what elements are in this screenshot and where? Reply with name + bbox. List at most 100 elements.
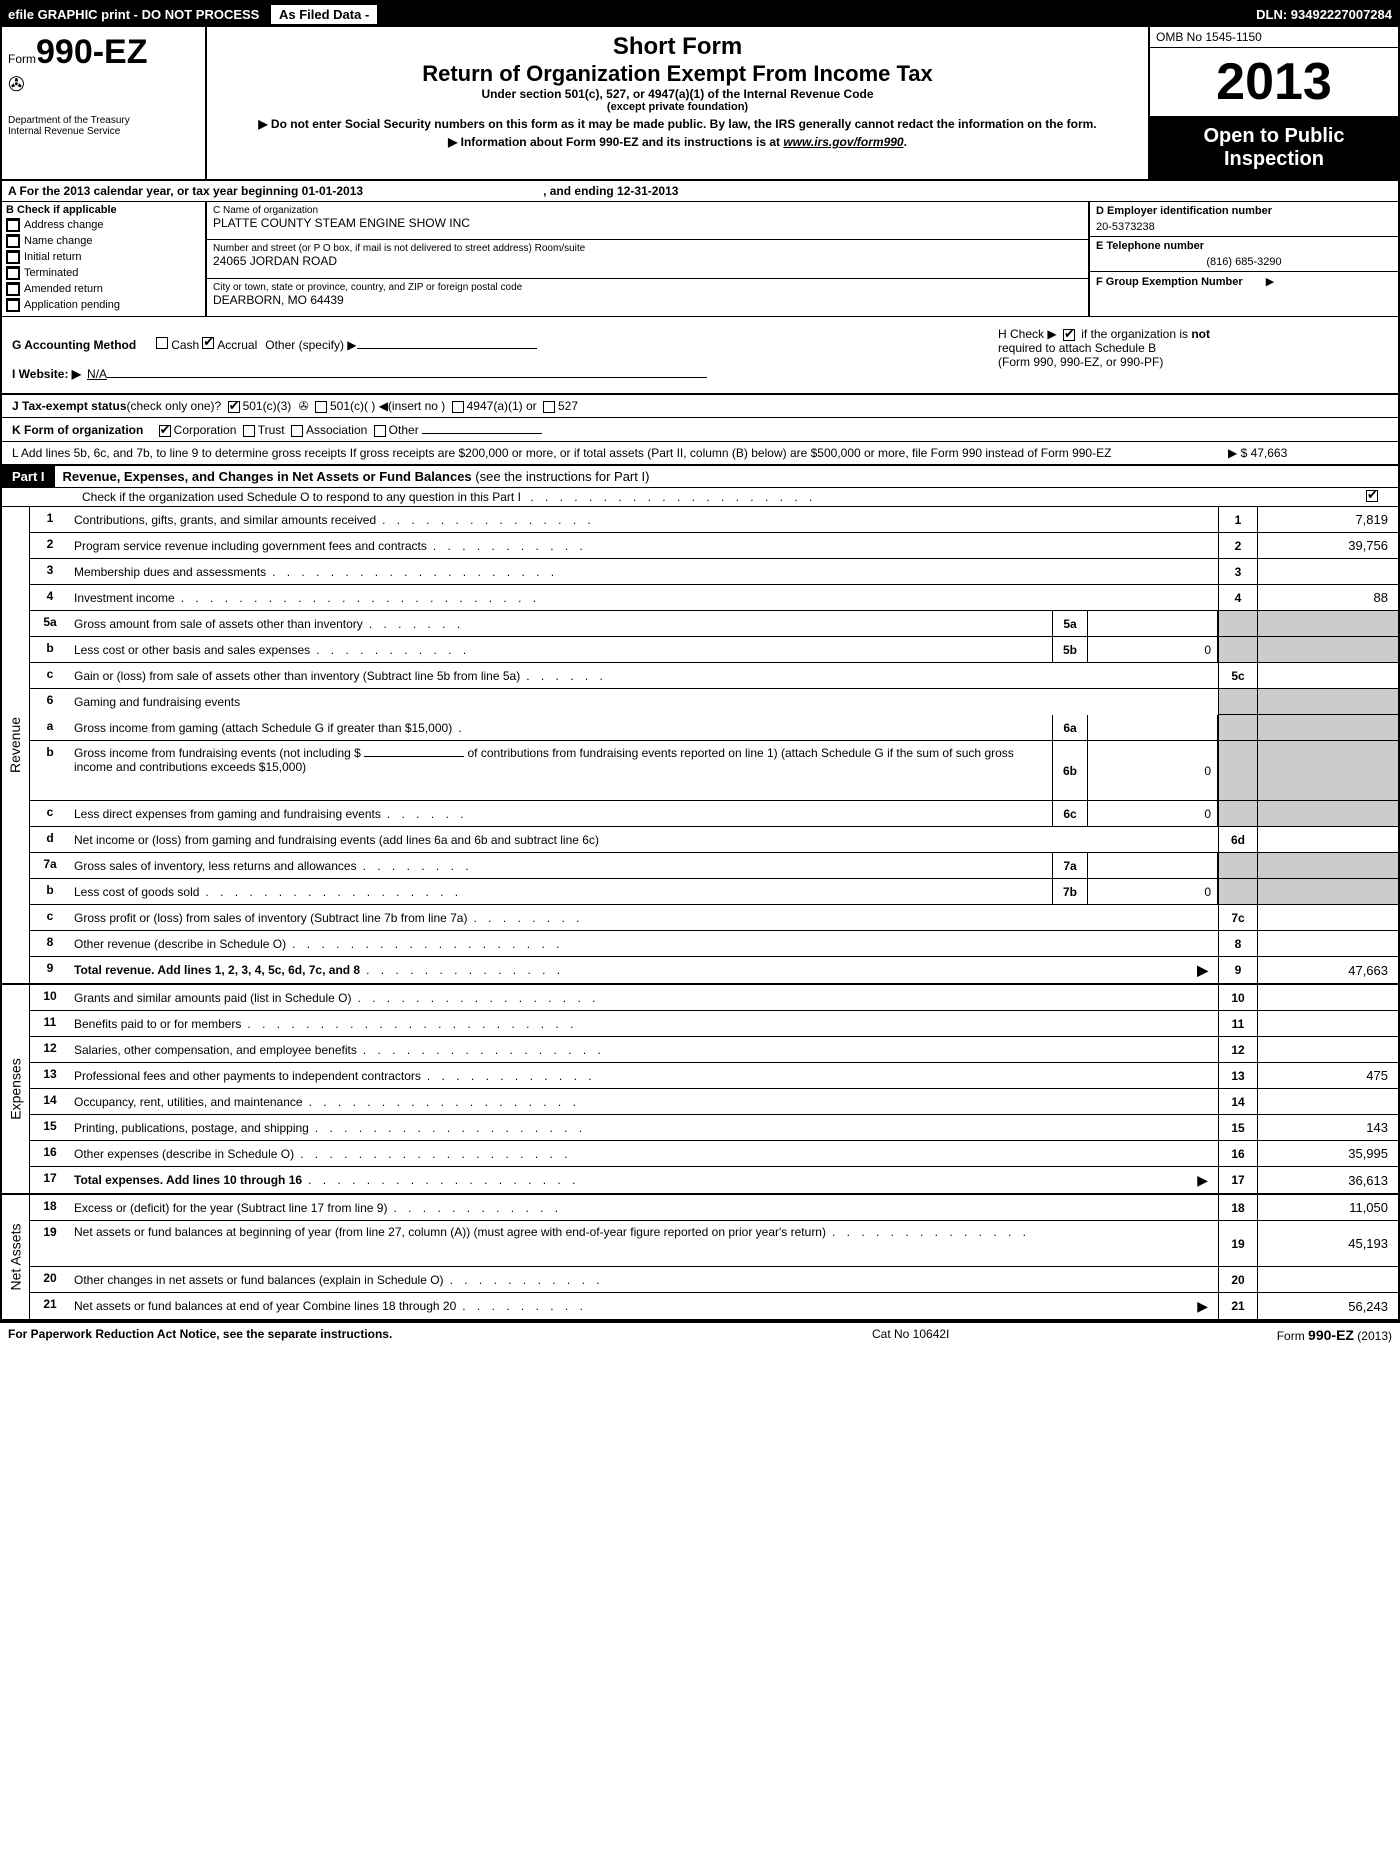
col-c: C Name of organization PLATTE COUNTY STE… (207, 202, 1088, 316)
checkbox-icon (6, 218, 20, 232)
chk-pending[interactable]: Application pending (6, 298, 201, 312)
year: 2013 (1150, 48, 1398, 117)
chk-amended[interactable]: Amended return (6, 282, 201, 296)
footer-right: Form 990-EZ (2013) (1172, 1327, 1392, 1343)
line-7c: c Gross profit or (loss) from sales of i… (30, 905, 1398, 931)
line-6c: c Less direct expenses from gaming and f… (30, 801, 1398, 827)
h-box: H Check ▶ if the organization is not req… (998, 327, 1358, 369)
line-14: 14 Occupancy, rent, utilities, and maint… (30, 1089, 1398, 1115)
chk-address[interactable]: Address change (6, 218, 201, 232)
j-501c-chk[interactable] (315, 401, 327, 413)
top-bar-left: efile GRAPHIC print - DO NOT PROCESS As … (8, 5, 1256, 24)
line-6d: d Net income or (loss) from gaming and f… (30, 827, 1398, 853)
k-corp-chk[interactable] (159, 425, 171, 437)
checkbox-icon (6, 250, 20, 264)
line-17: 17 Total expenses. Add lines 10 through … (30, 1167, 1398, 1193)
col-b: B Check if applicable Address change Nam… (2, 202, 207, 316)
part1-chk[interactable] (1366, 490, 1378, 502)
g-other-fill[interactable] (357, 337, 537, 349)
line-4: 4 Investment income. . . . . . . . . . .… (30, 585, 1398, 611)
open1: Open to Public (1154, 125, 1394, 148)
c-addr-label: Number and street (or P O box, if mail i… (213, 243, 1082, 254)
net-assets-section: Net Assets 18 Excess or (deficit) for th… (2, 1195, 1398, 1321)
line-13: 13 Professional fees and other payments … (30, 1063, 1398, 1089)
line-2: 2 Program service revenue including gove… (30, 533, 1398, 559)
j-501c3-chk[interactable] (228, 401, 240, 413)
c-city-val: DEARBORN, MO 64439 (213, 293, 1082, 307)
e-tel-label: E Telephone number (1096, 240, 1392, 252)
net-lines: 18 Excess or (deficit) for the year (Sub… (30, 1195, 1398, 1319)
f-grp-arrow: ▶ (1266, 276, 1274, 288)
line-21: 21 Net assets or fund balances at end of… (30, 1293, 1398, 1319)
g-accrual-chk[interactable] (202, 337, 214, 349)
ghi-section: H Check ▶ if the organization is not req… (2, 317, 1398, 394)
sub2: (except private foundation) (219, 101, 1136, 113)
short-form: Short Form (219, 33, 1136, 61)
note2: ▶ Information about Form 990-EZ and its … (219, 135, 1136, 149)
part1-title: Revenue, Expenses, and Changes in Net As… (55, 469, 650, 484)
col-def: D Employer identification number 20-5373… (1088, 202, 1398, 316)
line-11: 11 Benefits paid to or for members. . . … (30, 1011, 1398, 1037)
j-527-chk[interactable] (543, 401, 555, 413)
header-left: Form990-EZ ✇ Department of the Treasury … (2, 27, 207, 179)
k-assoc-chk[interactable] (291, 425, 303, 437)
checkbox-icon (6, 234, 20, 248)
checkbox-icon (6, 282, 20, 296)
expenses-section: Expenses 10 Grants and similar amounts p… (2, 985, 1398, 1195)
l-text: L Add lines 5b, 6c, and 7b, to line 9 to… (12, 446, 1208, 460)
efile-text: efile GRAPHIC print - DO NOT PROCESS (8, 7, 259, 22)
note2-link[interactable]: www.irs.gov/form990 (783, 135, 903, 149)
k-trust-chk[interactable] (243, 425, 255, 437)
line-a: A For the 2013 calendar year, or tax yea… (2, 181, 1398, 202)
chk-initial[interactable]: Initial return (6, 250, 201, 264)
part1-label: Part I (2, 466, 55, 487)
checkbox-icon (6, 266, 20, 280)
c-city-label: City or town, state or province, country… (213, 282, 1082, 293)
k-other-chk[interactable] (374, 425, 386, 437)
c-addr-val: 24065 JORDAN ROAD (213, 254, 1082, 268)
l-amt: ▶ $ 47,663 (1208, 446, 1388, 460)
dept1: Department of the Treasury (8, 115, 199, 126)
form-number: 990-EZ (36, 33, 148, 71)
c-addr: Number and street (or P O box, if mail i… (207, 240, 1088, 278)
line-12: 12 Salaries, other compensation, and emp… (30, 1037, 1398, 1063)
line-9: 9 Total revenue. Add lines 1, 2, 3, 4, 5… (30, 957, 1398, 983)
revenue-section: Revenue 1 Contributions, gifts, grants, … (2, 507, 1398, 985)
d-ein-label: D Employer identification number (1096, 205, 1392, 217)
line-5a: 5a Gross amount from sale of assets othe… (30, 611, 1398, 637)
open-public: Open to Public Inspection (1150, 117, 1398, 179)
footer-left: For Paperwork Reduction Act Notice, see … (8, 1327, 872, 1343)
footer-mid: Cat No 10642I (872, 1327, 1172, 1343)
g-cash-chk[interactable] (156, 337, 168, 349)
line-1: 1 Contributions, gifts, grants, and simi… (30, 507, 1398, 533)
chk-name[interactable]: Name change (6, 234, 201, 248)
line-20: 20 Other changes in net assets or fund b… (30, 1267, 1398, 1293)
header-right: OMB No 1545-1150 2013 Open to Public Ins… (1148, 27, 1398, 179)
h-checkbox[interactable] (1063, 329, 1075, 341)
part1-check: Check if the organization used Schedule … (2, 488, 1398, 507)
c-name-label: C Name of organization (213, 205, 1082, 216)
form-prefix: Form (8, 52, 36, 66)
omb: OMB No 1545-1150 (1150, 27, 1398, 48)
j-row: J Tax-exempt status(check only one)? 501… (2, 394, 1398, 417)
revenue-lines: 1 Contributions, gifts, grants, and simi… (30, 507, 1398, 983)
chk-terminated[interactable]: Terminated (6, 266, 201, 280)
title: Return of Organization Exempt From Incom… (219, 61, 1136, 87)
dept2: Internal Revenue Service (8, 126, 199, 137)
f-grp: F Group Exemption Number ▶ (1090, 272, 1398, 316)
checkbox-icon (6, 298, 20, 312)
top-bar: efile GRAPHIC print - DO NOT PROCESS As … (2, 2, 1398, 27)
line-18: 18 Excess or (deficit) for the year (Sub… (30, 1195, 1398, 1221)
as-filed-box: As Filed Data - (271, 5, 377, 24)
j-4947-chk[interactable] (452, 401, 464, 413)
form-container: efile GRAPHIC print - DO NOT PROCESS As … (0, 0, 1400, 1323)
note2-pre: ▶ Information about Form 990-EZ and its … (448, 135, 783, 149)
line-6a: a Gross income from gaming (attach Sched… (30, 715, 1398, 741)
expenses-lines: 10 Grants and similar amounts paid (list… (30, 985, 1398, 1193)
dln: DLN: 93492227007284 (1256, 7, 1392, 22)
k-row: K Form of organization Corporation Trust… (2, 417, 1398, 441)
section-bcdef: B Check if applicable Address change Nam… (2, 202, 1398, 317)
f-grp-label: F Group Exemption Number (1096, 276, 1243, 288)
c-city: City or town, state or province, country… (207, 279, 1088, 316)
e-tel-val: (816) 685-3290 (1096, 252, 1392, 268)
